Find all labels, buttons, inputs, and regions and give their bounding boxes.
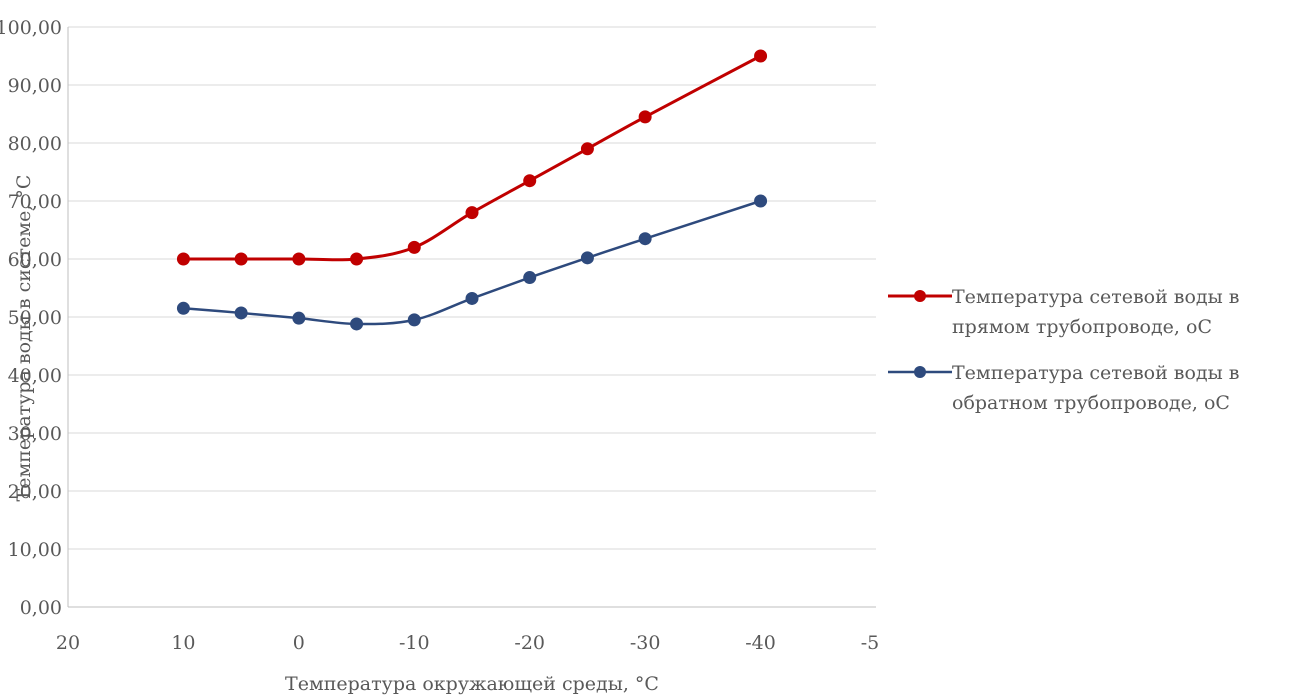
data-point [638,232,652,246]
gridlines [68,26,876,550]
data-point [465,206,479,220]
y-tick-label: 70,00 [8,191,62,213]
data-point [754,49,768,63]
y-tick-label: 80,00 [8,133,62,155]
data-point [580,251,594,265]
data-point [754,194,768,208]
y-tick-labels: 0,00 10,00 20,00 30,00 40,00 50,00 60,00 70,00 8… [0,17,62,619]
x-axis-title: Температура окружающей среды, °С [285,673,659,695]
series-line-1 [183,199,761,326]
legend-marker-return [888,366,952,378]
x-tick-label: -40 [745,632,776,654]
data-point [350,317,364,331]
data-point [350,252,364,266]
data-point [523,174,537,188]
legend-item-supply: Температура сетевой воды в прямом трубоп… [888,282,1306,342]
legend-item-return: Температура сетевой воды в обратном труб… [888,358,1306,418]
x-tick-label: 10 [171,632,195,654]
line-chart: 0,00 10,00 20,00 30,00 40,00 50,00 60,00 70,00 8… [0,17,880,695]
legend-label-supply: Температура сетевой воды в прямом трубоп… [952,286,1240,338]
data-point [407,313,421,327]
data-point [465,291,479,305]
legend: Температура сетевой воды в прямом трубоп… [888,282,1306,434]
y-tick-label: 90,00 [8,75,62,97]
y-tick-label: 40,00 [8,365,62,387]
data-point [234,306,248,320]
data-point [523,271,537,285]
y-tick-label: 100,00 [0,17,62,39]
x-tick-label: 0 [293,632,305,654]
legend-marker-supply [888,290,952,302]
y-tick-label: 50,00 [8,307,62,329]
data-point [407,240,421,254]
y-tick-label: 30,00 [8,423,62,445]
y-axis-title: Температура воды в системе, °С [13,175,35,502]
axes [67,27,876,608]
data-point [638,110,652,124]
data-point [234,252,248,266]
x-tick-label: -10 [399,632,430,654]
x-tick-label: -30 [630,632,661,654]
legend-label-return: Температура сетевой воды в обратном труб… [952,362,1240,414]
series-line-0 [183,54,762,262]
x-tick-label: 20 [56,632,80,654]
data-point [176,301,190,315]
series-lines [176,49,768,331]
x-tick-label: -50 [861,632,880,654]
x-tick-label: -20 [514,632,545,654]
x-tick-labels: 20 10 0 -10 -20 -30 -40 -50 [56,632,880,654]
y-tick-label: 0,00 [20,597,62,619]
data-point [292,311,306,325]
y-tick-label: 60,00 [8,249,62,271]
data-point [292,252,306,266]
data-point [580,142,594,156]
data-point [176,252,190,266]
y-tick-label: 20,00 [8,481,62,503]
y-tick-label: 10,00 [8,539,62,561]
